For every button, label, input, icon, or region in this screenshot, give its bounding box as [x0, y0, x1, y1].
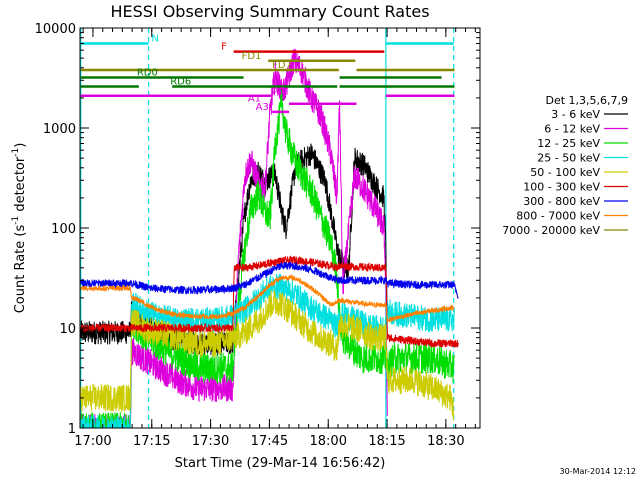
- flag-label-f: F: [221, 42, 227, 53]
- flag-label-fd7: FD7: [272, 60, 292, 71]
- flag-label-rd6: RD6: [170, 77, 191, 88]
- y-label-exp1: -1: [11, 216, 21, 225]
- x-tick-label: 18:30: [427, 434, 464, 449]
- y-axis-label: Count Rate (s-1 detector-1): [11, 143, 28, 314]
- series-layer: [80, 48, 459, 428]
- y-tick-label: 1: [68, 422, 76, 437]
- legend-title: Det 1,3,5,6,7,9: [545, 94, 628, 107]
- series-line-300-800-kev: [80, 261, 459, 299]
- legend-label-50-100-kev: 50 - 100 keV: [530, 166, 600, 179]
- x-tick-label: 17:00: [74, 434, 111, 449]
- legend-label-800-7000-kev: 800 - 7000 keV: [516, 210, 600, 223]
- y-tick-label: 10: [59, 322, 76, 337]
- axes: 17:00 17:15 17:30 17:45 18:00 18:15 18:30 1 10 10…: [35, 22, 480, 449]
- flag-label-fd1: FD1: [242, 51, 262, 62]
- chart-title: HESSI Observing Summary Count Rates: [110, 2, 429, 21]
- legend-label-100-300-kev: 100 - 300 keV: [523, 181, 600, 194]
- legend-label-12-25-kev: 12 - 25 keV: [537, 137, 600, 150]
- y-tick-label: 10000: [35, 22, 76, 37]
- y-label-mid: detector: [13, 156, 28, 216]
- legend-label-6-12-kev: 6 - 12 keV: [544, 123, 600, 136]
- y-tick-label: 1000: [43, 122, 76, 137]
- series-line-50-100-kev: [80, 289, 454, 421]
- flag-label-rd0: RD0: [137, 67, 158, 78]
- x-tick-label: 17:15: [133, 434, 170, 449]
- series-line-6-12-kev: [80, 48, 388, 428]
- flag-label-a1: A1: [248, 94, 261, 105]
- y-label-main: Count Rate (s: [13, 225, 28, 314]
- flag-label-n: N: [151, 33, 158, 44]
- x-tick-label: 18:00: [310, 434, 347, 449]
- series-line-800-7000-kev: [80, 274, 454, 324]
- x-tick-label: 17:30: [192, 434, 229, 449]
- flag-label-a3: A3: [256, 102, 269, 113]
- flag-label-a0: A0: [272, 86, 285, 97]
- y-label-end: ): [13, 143, 28, 148]
- x-tick-label: 18:15: [368, 434, 405, 449]
- x-axis-label: Start Time (29-Mar-14 16:56:42): [175, 456, 386, 471]
- x-tick-label: 17:45: [251, 434, 288, 449]
- legend-label-7000-20000-kev: 7000 - 20000 keV: [502, 224, 600, 237]
- legend-label-3-6-kev: 3 - 6 keV: [551, 108, 600, 121]
- y-tick-label: 100: [51, 222, 76, 237]
- series-line-100-300-kev: [80, 255, 459, 348]
- legend-label-300-800-kev: 300 - 800 keV: [523, 195, 600, 208]
- y-label-exp2: -1: [11, 148, 21, 157]
- legend-label-25-50-kev: 25 - 50 keV: [537, 152, 600, 165]
- timestamp: 30-Mar-2014 12:12: [560, 467, 637, 476]
